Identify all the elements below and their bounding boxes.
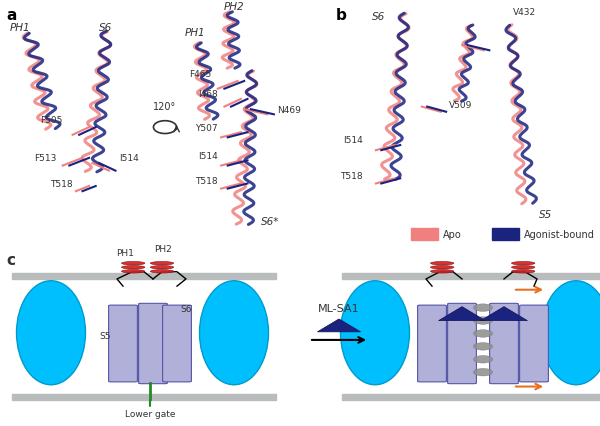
Ellipse shape bbox=[473, 343, 493, 350]
Text: F505: F505 bbox=[40, 116, 63, 125]
Bar bbox=[342, 394, 600, 400]
Ellipse shape bbox=[17, 281, 86, 385]
Ellipse shape bbox=[431, 266, 454, 269]
Ellipse shape bbox=[121, 266, 145, 269]
Text: Lower gate: Lower gate bbox=[125, 409, 175, 418]
Ellipse shape bbox=[341, 281, 409, 385]
Text: S5: S5 bbox=[539, 209, 553, 219]
Ellipse shape bbox=[473, 330, 493, 337]
Bar bbox=[12, 273, 276, 279]
Ellipse shape bbox=[151, 270, 174, 273]
Polygon shape bbox=[317, 319, 361, 332]
Text: a: a bbox=[7, 8, 17, 23]
Bar bbox=[342, 273, 600, 279]
Text: 120°: 120° bbox=[154, 102, 176, 112]
Text: F513: F513 bbox=[34, 154, 56, 163]
Ellipse shape bbox=[151, 262, 174, 265]
Bar bbox=[12, 394, 276, 400]
Ellipse shape bbox=[512, 270, 535, 273]
Text: V509: V509 bbox=[449, 101, 472, 109]
Ellipse shape bbox=[121, 262, 145, 265]
Text: S6: S6 bbox=[372, 12, 385, 23]
Ellipse shape bbox=[473, 304, 493, 312]
Ellipse shape bbox=[473, 356, 493, 363]
Text: I468: I468 bbox=[198, 90, 218, 99]
Ellipse shape bbox=[431, 262, 454, 265]
FancyBboxPatch shape bbox=[520, 305, 548, 382]
Text: S6: S6 bbox=[99, 23, 112, 33]
Text: Apo: Apo bbox=[443, 230, 462, 240]
Text: c: c bbox=[6, 253, 15, 268]
Ellipse shape bbox=[473, 368, 493, 376]
Polygon shape bbox=[439, 307, 485, 321]
Text: Agonist-bound: Agonist-bound bbox=[524, 230, 595, 240]
Ellipse shape bbox=[473, 317, 493, 325]
Text: V432: V432 bbox=[513, 9, 536, 17]
Polygon shape bbox=[481, 307, 527, 321]
Ellipse shape bbox=[151, 266, 174, 269]
Text: T518: T518 bbox=[195, 177, 218, 186]
Bar bbox=[492, 229, 519, 240]
Ellipse shape bbox=[542, 281, 600, 385]
Text: PH2: PH2 bbox=[224, 2, 245, 12]
Text: b: b bbox=[335, 8, 346, 23]
Ellipse shape bbox=[199, 281, 269, 385]
Text: N469: N469 bbox=[277, 106, 301, 115]
Text: ML-SA1: ML-SA1 bbox=[318, 303, 360, 314]
Ellipse shape bbox=[512, 266, 535, 269]
Text: I514: I514 bbox=[119, 154, 139, 163]
Text: F465: F465 bbox=[189, 70, 211, 79]
Text: PH2: PH2 bbox=[154, 245, 172, 253]
FancyBboxPatch shape bbox=[163, 305, 191, 382]
Text: S5: S5 bbox=[100, 331, 111, 340]
Text: Y507: Y507 bbox=[195, 124, 218, 132]
Bar bbox=[411, 229, 438, 240]
Text: T518: T518 bbox=[50, 180, 73, 189]
Text: I514: I514 bbox=[198, 152, 218, 161]
Ellipse shape bbox=[121, 270, 145, 273]
Ellipse shape bbox=[512, 262, 535, 265]
FancyBboxPatch shape bbox=[109, 305, 137, 382]
Text: PH1: PH1 bbox=[116, 248, 134, 257]
FancyBboxPatch shape bbox=[490, 304, 518, 384]
Text: S6*: S6* bbox=[262, 217, 280, 227]
Text: T518: T518 bbox=[340, 172, 362, 181]
Text: PH1: PH1 bbox=[184, 28, 205, 38]
Text: I514: I514 bbox=[343, 136, 362, 145]
Text: PH1: PH1 bbox=[10, 23, 30, 33]
Ellipse shape bbox=[431, 270, 454, 273]
FancyBboxPatch shape bbox=[139, 304, 167, 384]
FancyBboxPatch shape bbox=[448, 304, 476, 384]
FancyBboxPatch shape bbox=[418, 305, 446, 382]
Text: S6: S6 bbox=[180, 305, 191, 314]
